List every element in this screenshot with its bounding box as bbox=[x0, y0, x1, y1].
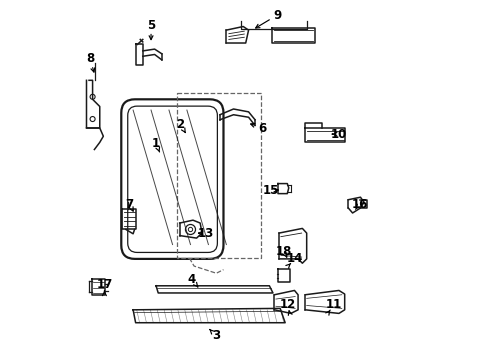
Text: 7: 7 bbox=[125, 198, 134, 211]
Text: 12: 12 bbox=[279, 298, 295, 311]
Text: 15: 15 bbox=[263, 184, 279, 197]
Text: 3: 3 bbox=[212, 329, 220, 342]
Text: 16: 16 bbox=[351, 198, 368, 211]
Text: 13: 13 bbox=[197, 226, 214, 239]
Text: 11: 11 bbox=[326, 298, 342, 311]
Text: 14: 14 bbox=[287, 252, 303, 265]
Text: 17: 17 bbox=[97, 278, 113, 291]
Text: 4: 4 bbox=[188, 273, 196, 286]
Text: 1: 1 bbox=[152, 137, 160, 150]
Text: 8: 8 bbox=[86, 52, 94, 65]
Text: 10: 10 bbox=[331, 127, 347, 141]
Text: 5: 5 bbox=[147, 19, 155, 32]
Text: 6: 6 bbox=[258, 122, 267, 135]
Text: 18: 18 bbox=[275, 244, 292, 257]
Text: 9: 9 bbox=[273, 9, 281, 22]
Text: 2: 2 bbox=[176, 118, 185, 131]
